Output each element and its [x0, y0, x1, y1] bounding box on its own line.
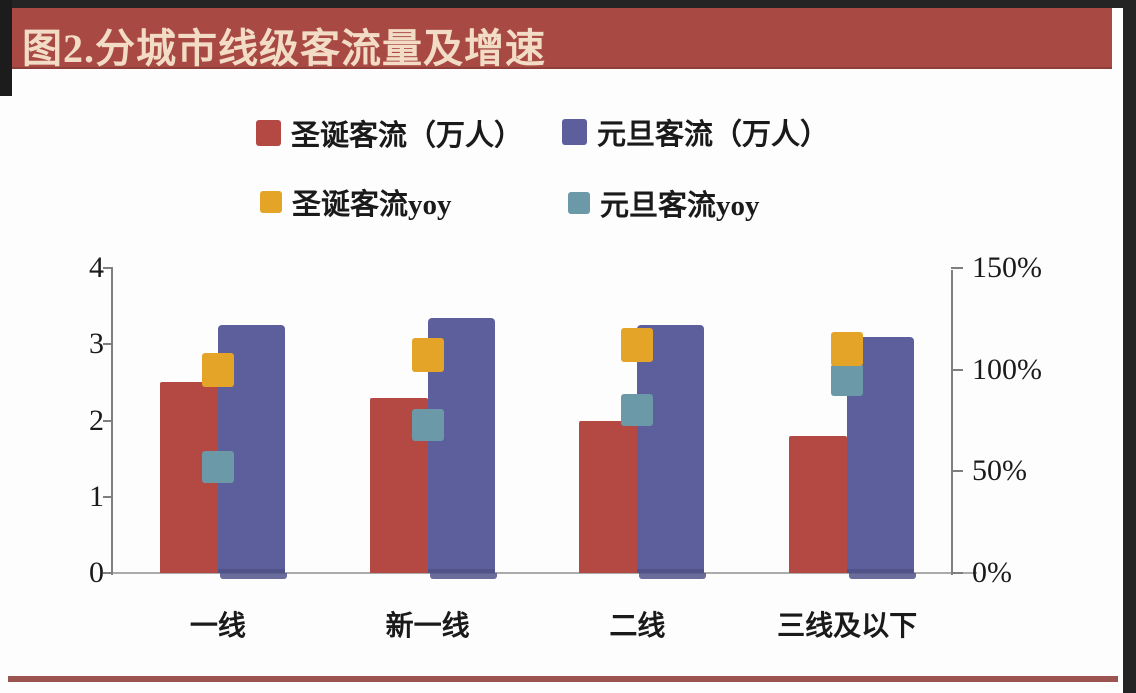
left-axis-tick-label: 0	[89, 556, 104, 589]
marker-christmas-yoy	[621, 328, 654, 363]
left-axis-tick	[103, 343, 113, 346]
legend-swatch-newyear-flow	[562, 119, 587, 145]
legend-item-christmas-flow: 圣诞客流（万人）	[256, 112, 523, 154]
x-axis-line	[105, 572, 977, 574]
marker-newyear-yoy	[201, 451, 234, 484]
left-axis-line	[111, 268, 113, 575]
bottom-divider	[8, 676, 1118, 682]
x-axis-category-label: 一线	[189, 611, 246, 642]
x-axis-category-label: 新一线	[385, 611, 470, 642]
legend-label-christmas-yoy: 圣诞客流yoy	[292, 189, 452, 221]
left-axis-tick-label: 3	[89, 327, 104, 361]
marker-christmas-yoy	[201, 352, 234, 387]
right-axis-tick	[951, 267, 963, 269]
page-left-border	[0, 0, 12, 96]
bar-christmas-flow	[579, 420, 638, 573]
legend-item-christmas-yoy: 圣诞客流yoy	[260, 181, 452, 223]
bar-newyear-flow-shadow	[429, 573, 497, 579]
left-axis-tick	[103, 419, 113, 422]
bar-christmas-flow	[789, 435, 848, 573]
legend-label-newyear-yoy: 元旦客流yoy	[600, 190, 760, 222]
figure-title: 图2.分城市线级客流量及增速	[22, 26, 546, 71]
bar-newyear-flow-shadow	[639, 573, 707, 579]
right-axis-tick-label: 100%	[972, 352, 1042, 386]
right-axis-tick	[951, 470, 963, 473]
page-right-border	[1123, 0, 1136, 693]
left-axis-tick	[103, 267, 113, 269]
legend-swatch-christmas-yoy	[260, 191, 282, 213]
right-axis-line	[951, 270, 953, 575]
marker-newyear-yoy	[831, 363, 864, 396]
bar-newyear-flow	[637, 325, 705, 573]
figure-title-bar: 图2.分城市线级客流量及增速	[12, 8, 1112, 71]
left-axis-tick-label: 2	[89, 403, 104, 437]
legend-label-newyear-flow: 元旦客流（万人）	[597, 119, 830, 151]
right-axis-tick-label: 50%	[972, 454, 1027, 488]
right-axis-tick	[951, 368, 963, 371]
legend-item-newyear-yoy: 元旦客流yoy	[568, 182, 760, 224]
right-axis-tick-label: 0%	[972, 556, 1012, 589]
marker-newyear-yoy	[621, 394, 654, 427]
bar-newyear-flow-shadow	[219, 573, 287, 579]
legend-swatch-newyear-yoy	[568, 192, 590, 214]
page-top-border	[0, 0, 1136, 8]
left-axis-tick-label: 1	[89, 479, 104, 513]
x-axis-category-label: 二线	[609, 611, 666, 642]
marker-newyear-yoy	[411, 408, 444, 441]
x-axis-category-label: 三线及以下	[777, 611, 918, 642]
marker-christmas-yoy	[411, 338, 444, 373]
right-axis-tick-label: 150%	[972, 251, 1042, 284]
left-axis-tick-label: 4	[89, 251, 104, 284]
right-axis-tick	[951, 572, 963, 574]
legend-swatch-christmas-flow	[256, 120, 281, 146]
legend-item-newyear-flow: 元旦客流（万人）	[562, 111, 829, 153]
bar-newyear-flow-shadow	[849, 573, 917, 579]
legend-label-christmas-flow: 圣诞客流（万人）	[291, 120, 524, 152]
left-axis-tick	[103, 572, 113, 574]
marker-christmas-yoy	[831, 332, 864, 367]
left-axis-tick	[103, 495, 113, 498]
